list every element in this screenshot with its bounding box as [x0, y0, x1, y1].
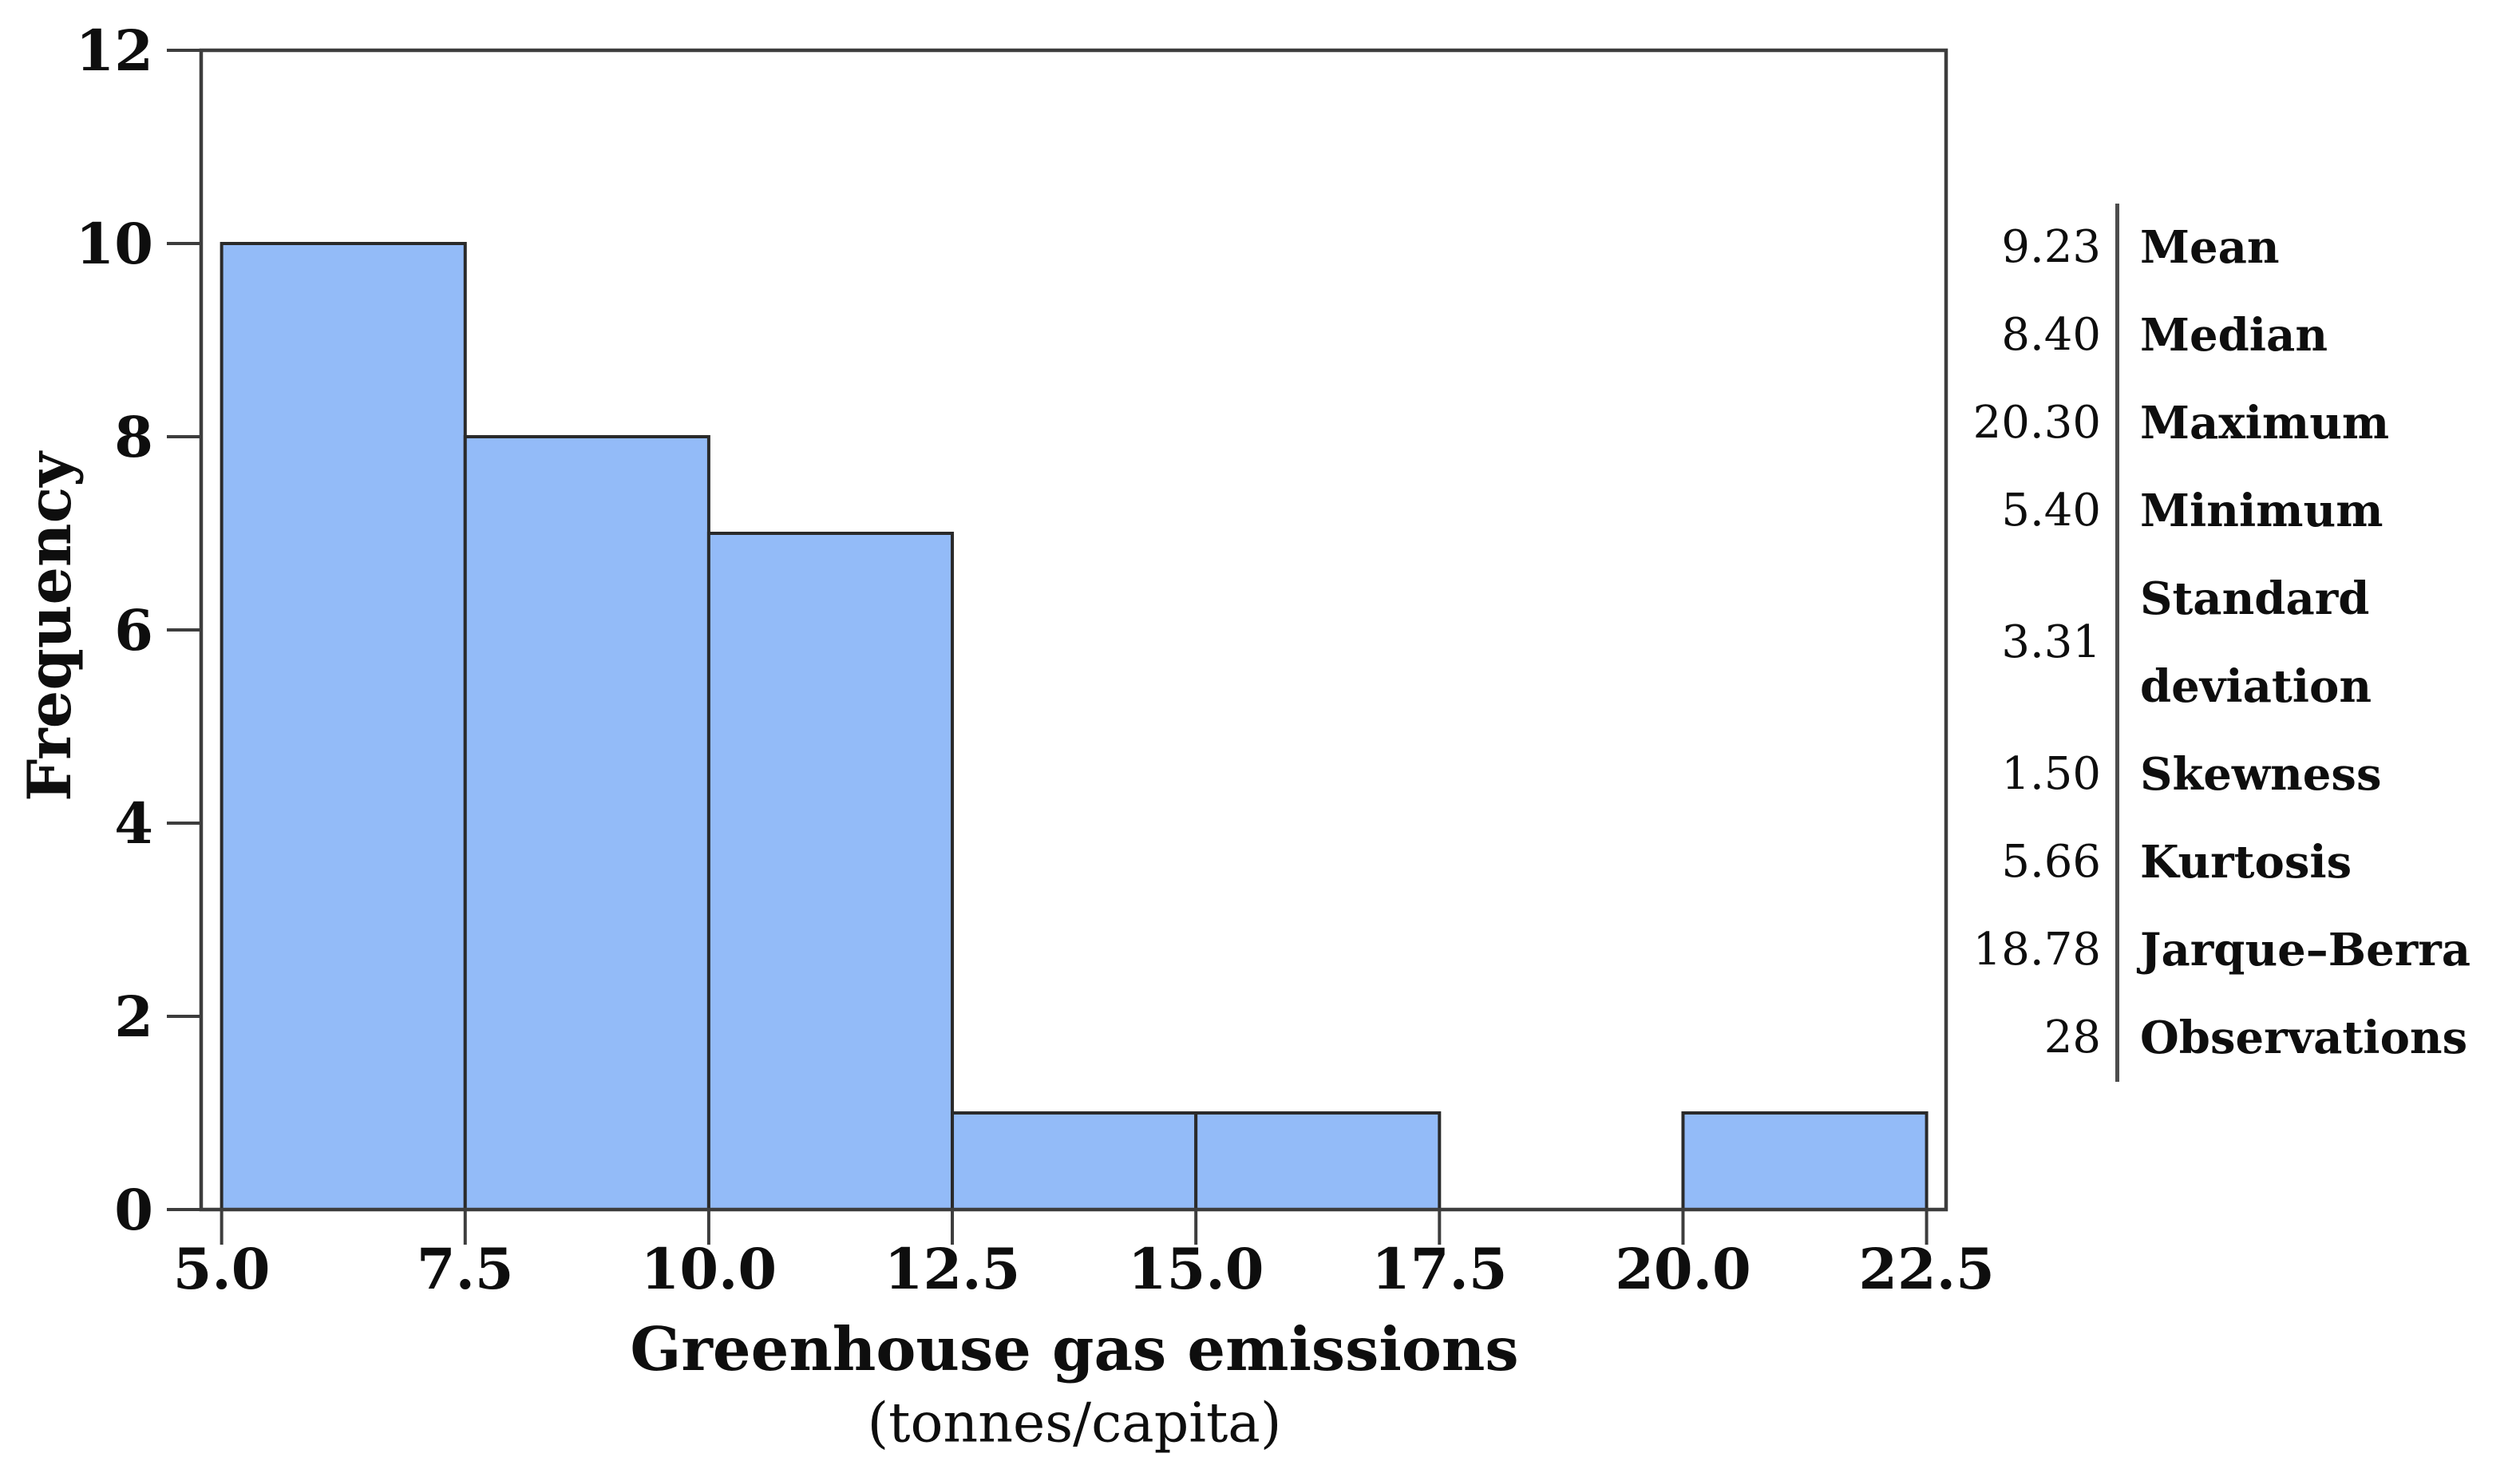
- stat-value: 9.23: [1912, 204, 2119, 291]
- stat-label: Observations: [2140, 1012, 2468, 1064]
- x-axis-unit: (tonnes/capita): [867, 1392, 1282, 1455]
- x-tick-label: 17.5: [1371, 1236, 1508, 1302]
- stat-value: 18.78: [1912, 906, 2119, 994]
- stat-label: Kurtosis: [2140, 836, 2352, 889]
- histogram-bar: [220, 242, 467, 1211]
- stat-label: Mean: [2140, 221, 2280, 274]
- histogram-bar: [951, 1111, 1198, 1211]
- stat-value: 5.66: [1912, 818, 2119, 906]
- x-tick-label: 7.5: [417, 1236, 514, 1302]
- stat-value: 5.40: [1912, 467, 2119, 555]
- histogram-bar: [1194, 1111, 1442, 1211]
- stat-value: 3.31: [1912, 555, 2119, 731]
- stat-label: Minimum: [2140, 485, 2384, 537]
- histogram-bar: [463, 435, 710, 1211]
- x-tick-label: 20.0: [1615, 1236, 1751, 1302]
- x-axis-title: Greenhouse gas emissions: [630, 1314, 1519, 1384]
- x-tick-label: 15.0: [1128, 1236, 1264, 1302]
- stat-label: Median: [2140, 309, 2328, 362]
- y-tick-label: 2: [114, 984, 153, 1050]
- histogram-bar: [706, 532, 955, 1211]
- stat-value: 8.40: [1912, 291, 2119, 379]
- x-tick-label: 22.5: [1858, 1236, 1995, 1302]
- y-axis-title: Frequency: [14, 452, 85, 802]
- x-tick-label: 5.0: [173, 1236, 271, 1302]
- y-tick-label: 10: [76, 211, 153, 277]
- y-tick-label: 4: [114, 790, 153, 857]
- stat-label: Standard deviation: [2140, 572, 2372, 713]
- x-tick-label: 10.0: [641, 1236, 777, 1302]
- y-tick-label: 6: [114, 597, 153, 663]
- stat-label: Jarque–Berra: [2140, 924, 2471, 976]
- stat-label: Maximum: [2140, 397, 2390, 449]
- y-tick-label: 12: [76, 18, 153, 84]
- summary-statistics-table: 9.23 Mean 8.40 Median 20.30 Maximum 5.40 Minimu…: [1912, 204, 2518, 1082]
- stat-label: Skewness: [2140, 748, 2382, 801]
- histogram-bar: [1681, 1111, 1929, 1211]
- stat-value: 28: [1912, 994, 2119, 1082]
- stat-value: 1.50: [1912, 731, 2119, 818]
- stat-value: 20.30: [1912, 379, 2119, 467]
- y-tick-label: 0: [114, 1177, 153, 1243]
- x-tick-label: 12.5: [884, 1236, 1021, 1302]
- y-tick-label: 8: [114, 404, 153, 470]
